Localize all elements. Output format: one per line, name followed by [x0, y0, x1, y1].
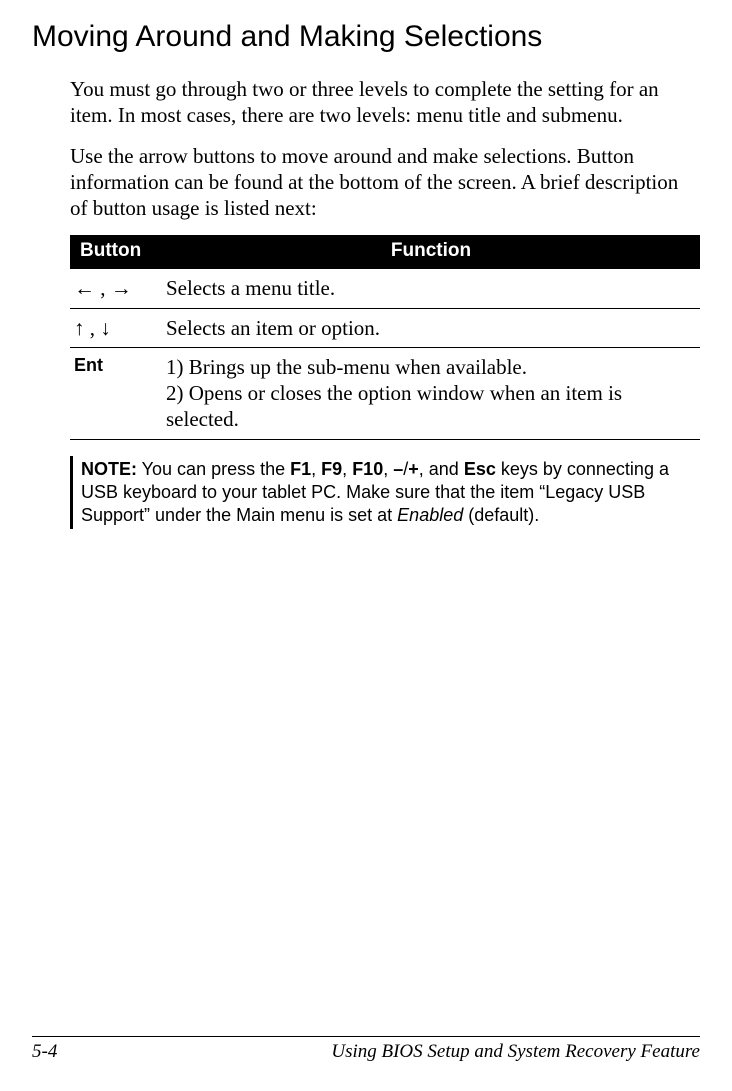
- note-key: –: [393, 459, 403, 479]
- function-cell: Selects a menu title.: [162, 269, 700, 308]
- function-cell: 1) Brings up the sub-menu when available…: [162, 347, 700, 439]
- page-footer: 5-4 Using BIOS Setup and System Recovery…: [32, 1036, 700, 1063]
- note-key: F1: [290, 459, 311, 479]
- note-key: F10: [352, 459, 383, 479]
- chapter-title: Using BIOS Setup and System Recovery Fea…: [331, 1041, 700, 1063]
- note-text: (default).: [463, 505, 539, 525]
- note-key: F9: [321, 459, 342, 479]
- table-header-function: Function: [162, 235, 700, 269]
- intro-paragraph-1: You must go through two or three levels …: [70, 76, 700, 129]
- table-row: Ent 1) Brings up the sub-menu when avail…: [70, 347, 700, 439]
- table-row: ← , → Selects a menu title.: [70, 269, 700, 308]
- note-text: ,: [383, 459, 393, 479]
- note-text: , and: [419, 459, 464, 479]
- table-header-button: Button: [70, 235, 162, 269]
- note-emphasis: Enabled: [397, 505, 463, 525]
- table-row: ↑ , ↓ Selects an item or option.: [70, 308, 700, 347]
- page-number: 5-4: [32, 1041, 57, 1063]
- note-key: Esc: [464, 459, 496, 479]
- note-text: You can press the: [137, 459, 290, 479]
- button-function-table: Button Function ← , → Selects a menu tit…: [70, 235, 700, 439]
- button-cell: ← , →: [70, 269, 162, 308]
- note-text: ,: [342, 459, 352, 479]
- button-cell: ↑ , ↓: [70, 308, 162, 347]
- note-label: NOTE:: [81, 459, 137, 479]
- note-text: ,: [311, 459, 321, 479]
- note-key: +: [408, 459, 419, 479]
- function-cell: Selects an item or option.: [162, 308, 700, 347]
- button-cell: Ent: [70, 347, 162, 439]
- note-block: NOTE: You can press the F1, F9, F10, –/+…: [70, 456, 700, 529]
- page-heading: Moving Around and Making Selections: [32, 20, 700, 54]
- intro-paragraph-2: Use the arrow buttons to move around and…: [70, 143, 700, 222]
